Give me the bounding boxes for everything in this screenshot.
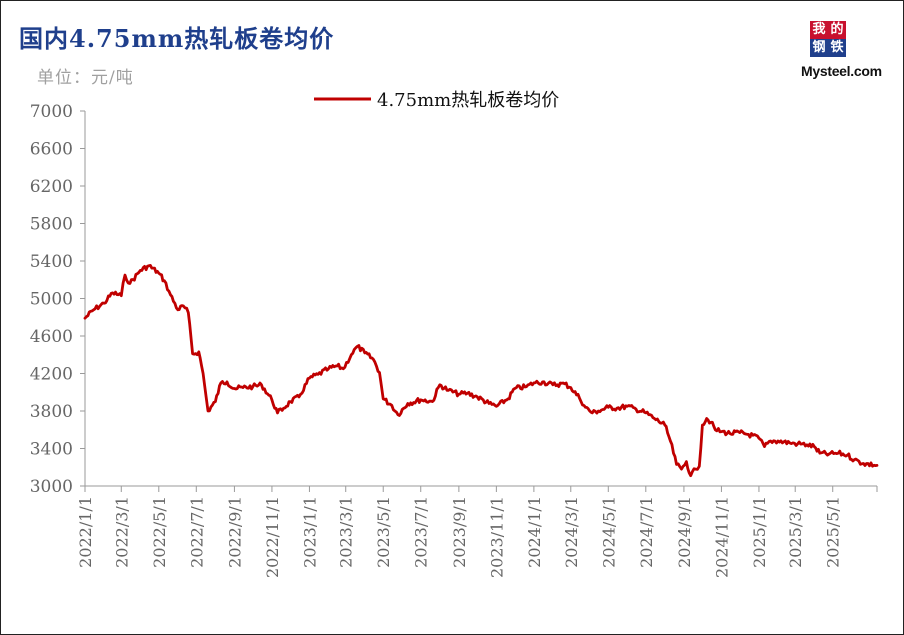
x-tick-label: 2023/5/1 [374, 496, 393, 568]
x-tick-label: 2024/1/1 [525, 496, 544, 568]
x-axis: 2022/1/1 2022/3/1 2022/5/1 2022/7/1 2022/9/1… [76, 486, 878, 578]
series-layer [83, 264, 879, 478]
y-axis: 3000 3400 3800 4200 4600 5000 5400 5800 6200 6600… [30, 102, 85, 497]
axes [84, 111, 877, 487]
x-tick-label: 2024/7/1 [637, 496, 656, 568]
unit-label: 单位：元/吨 [37, 68, 134, 88]
y-tick-label: 4600 [30, 327, 73, 347]
logo-char: 钢 [810, 39, 828, 57]
x-tick-label: 2024/3/1 [562, 496, 581, 568]
x-tick-label: 2025/5/1 [824, 496, 843, 568]
y-tick-label: 3400 [30, 440, 73, 460]
x-tick-label: 2025/3/1 [786, 496, 805, 568]
x-tick-label: 2023/9/1 [450, 496, 469, 568]
mysteel-logo[interactable]: 我 的 钢 铁 Mysteel.com [801, 21, 883, 89]
x-tick-label: 2023/7/1 [412, 496, 431, 568]
y-tick-label: 5000 [30, 290, 73, 310]
logo-text: Mysteel.com [801, 63, 882, 79]
y-tick-label: 4200 [30, 365, 73, 385]
y-tick-label: 5400 [30, 252, 73, 272]
x-tick-label: 2022/1/1 [76, 496, 95, 568]
x-tick-label: 2022/3/1 [112, 496, 131, 568]
y-tick-label: 5800 [30, 215, 73, 235]
legend: 4.75mm热轧板卷均价 [314, 90, 559, 111]
x-tick-label: 2024/11/1 [712, 496, 731, 578]
logo-char: 我 [810, 21, 828, 39]
y-tick-label: 6200 [30, 177, 73, 197]
logo-char: 的 [828, 21, 846, 39]
chart-title: 国内4.75mm热轧板卷均价 [19, 24, 335, 53]
y-tick-label: 3000 [30, 477, 73, 497]
x-tick-label: 2025/1/1 [750, 496, 769, 568]
x-tick-label: 2024/9/1 [675, 496, 694, 568]
logo-char: 铁 [828, 39, 846, 57]
x-tick-label: 2022/9/1 [225, 496, 244, 568]
series-line [83, 264, 879, 478]
x-tick-label: 2022/5/1 [150, 496, 169, 568]
y-tick-label: 3800 [30, 402, 73, 422]
legend-label: 4.75mm热轧板卷均价 [377, 90, 559, 111]
x-tick-label: 2023/1/1 [300, 496, 319, 568]
logo-grid-icon: 我 的 钢 铁 [810, 21, 846, 57]
x-tick-label: 2023/11/1 [487, 496, 506, 578]
x-tick-label: 2022/11/1 [263, 496, 282, 578]
y-tick-label: 6600 [30, 140, 73, 160]
x-tick-label: 2022/7/1 [187, 496, 206, 568]
x-tick-label: 2024/5/1 [599, 496, 618, 568]
x-tick-label: 2023/3/1 [337, 496, 356, 568]
y-tick-label: 7000 [30, 102, 73, 122]
